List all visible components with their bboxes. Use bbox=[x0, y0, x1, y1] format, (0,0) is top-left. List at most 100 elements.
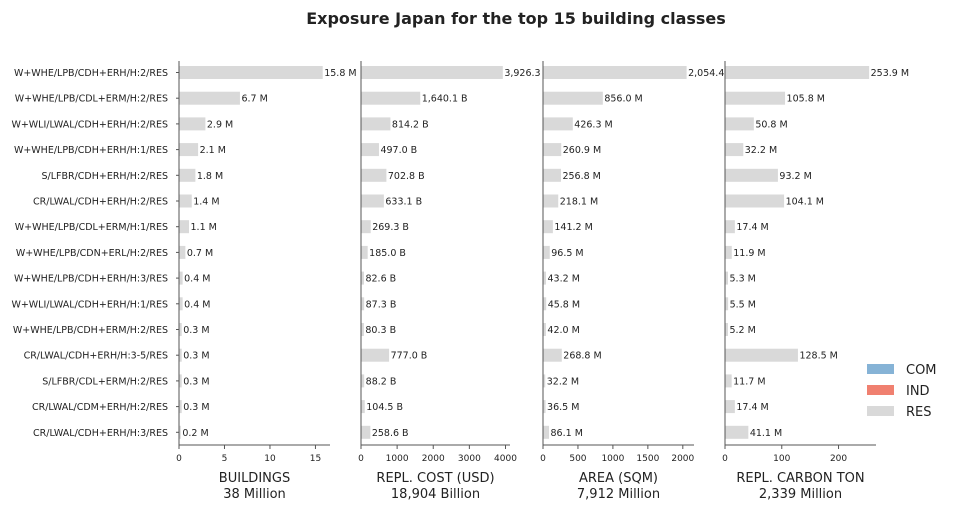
bar bbox=[179, 245, 186, 259]
data-label: 814.2 B bbox=[392, 119, 429, 130]
data-label: 87.3 B bbox=[366, 299, 397, 310]
legend-swatch bbox=[867, 406, 894, 416]
data-label: 80.3 B bbox=[365, 325, 396, 336]
data-label: 96.5 M bbox=[551, 248, 583, 259]
panel-2: 3,926.3 B 1,640.1 B 814.2 B 497.0 B 702.8 B 6… bbox=[358, 61, 550, 502]
bar bbox=[179, 323, 182, 336]
data-label: 32.2 M bbox=[547, 376, 579, 387]
data-label: 105.8 M bbox=[787, 94, 825, 105]
bar bbox=[725, 117, 754, 131]
bar bbox=[725, 348, 798, 362]
x-axis-label: REPL. COST (USD) bbox=[376, 471, 494, 486]
bar bbox=[179, 297, 183, 311]
data-label: 0.2 M bbox=[182, 428, 208, 439]
data-label: 633.1 B bbox=[385, 197, 422, 208]
data-label: 11.7 M bbox=[733, 376, 765, 387]
category-label: S/LFBR/CDH+ERH/H:2/RES bbox=[41, 171, 168, 182]
data-label: 1.4 M bbox=[193, 197, 219, 208]
bar bbox=[361, 168, 387, 182]
bar bbox=[725, 143, 744, 157]
bar bbox=[543, 425, 550, 439]
category-label: W+WHE/LPB/CDL+ERM/H:1/RES bbox=[15, 222, 168, 233]
bar bbox=[179, 374, 182, 388]
chart-title: Exposure Japan for the top 15 building c… bbox=[306, 9, 726, 28]
x-tick-label: 1000 bbox=[601, 454, 624, 464]
bar bbox=[179, 168, 196, 182]
bar bbox=[725, 245, 732, 259]
data-label: 11.9 M bbox=[733, 248, 765, 259]
data-label: 0.3 M bbox=[183, 325, 209, 336]
data-label: 42.0 M bbox=[547, 325, 579, 336]
data-label: 36.5 M bbox=[547, 402, 579, 413]
bar bbox=[179, 425, 181, 439]
data-label: 141.2 M bbox=[554, 222, 592, 233]
legend: COM IND RES bbox=[867, 363, 937, 420]
data-label: 50.8 M bbox=[755, 119, 787, 130]
data-label: 2,054.4 M bbox=[688, 68, 735, 79]
bar bbox=[361, 220, 371, 234]
bar bbox=[179, 194, 192, 208]
x-tick-label: 500 bbox=[569, 454, 586, 464]
data-label: 93.2 M bbox=[779, 171, 811, 182]
data-label: 269.3 B bbox=[372, 222, 409, 233]
bar bbox=[725, 425, 749, 439]
data-label: 1,640.1 B bbox=[422, 94, 468, 105]
bar bbox=[543, 271, 547, 285]
bar bbox=[179, 91, 240, 105]
x-tick-label: 200 bbox=[830, 454, 847, 464]
category-label: W+WLI/LWAL/CDH+ERH/H:1/RES bbox=[11, 299, 168, 310]
bar bbox=[543, 400, 546, 414]
bar bbox=[179, 348, 182, 362]
x-tick-label: 3000 bbox=[458, 454, 481, 464]
data-label: 218.1 M bbox=[560, 197, 598, 208]
bar bbox=[361, 245, 368, 259]
category-label: W+WLI/LWAL/CDH+ERH/H:2/RES bbox=[11, 119, 168, 130]
category-labels: W+WHE/LPB/CDH+ERH/H:2/RES W+WHE/LPB/CDL+E… bbox=[11, 68, 179, 439]
bar bbox=[543, 194, 559, 208]
x-tick-label: 10 bbox=[264, 454, 276, 464]
data-label: 497.0 B bbox=[380, 145, 417, 156]
legend-swatch bbox=[867, 364, 894, 374]
data-label: 2.9 M bbox=[207, 119, 233, 130]
x-axis-label: AREA (SQM) bbox=[579, 471, 658, 486]
data-label: 0.3 M bbox=[183, 376, 209, 387]
x-tick-label: 0 bbox=[540, 454, 546, 464]
bar bbox=[361, 91, 421, 105]
panel-total: 2,339 Million bbox=[759, 487, 842, 502]
data-label: 32.2 M bbox=[745, 145, 777, 156]
bar bbox=[179, 117, 206, 131]
bar bbox=[361, 194, 384, 208]
bar bbox=[179, 143, 199, 157]
bar bbox=[179, 220, 190, 234]
data-label: 2.1 M bbox=[200, 145, 226, 156]
legend-label: IND bbox=[906, 384, 930, 399]
bar bbox=[543, 297, 547, 311]
chart-panels: 15.8 M 6.7 M 2.9 M 2.1 M 1.8 M 1.4 M 1.1 M 0.7 … bbox=[176, 61, 909, 502]
data-label: 0.3 M bbox=[183, 402, 209, 413]
data-label: 253.9 M bbox=[871, 68, 909, 79]
x-tick-label: 2000 bbox=[671, 454, 694, 464]
bar bbox=[543, 117, 573, 131]
data-label: 856.0 M bbox=[604, 94, 642, 105]
data-label: 104.5 B bbox=[366, 402, 403, 413]
data-label: 6.7 M bbox=[241, 94, 267, 105]
category-label: W+WHE/LPB/CDH+ERH/H:3/RES bbox=[14, 274, 168, 285]
data-label: 3,926.3 B bbox=[504, 68, 550, 79]
data-label: 0.3 M bbox=[183, 351, 209, 362]
data-label: 0.7 M bbox=[187, 248, 213, 259]
category-label: CR/LWAL/CDM+ERH/H:2/RES bbox=[32, 402, 168, 413]
bar bbox=[179, 400, 182, 414]
data-label: 185.0 B bbox=[369, 248, 406, 259]
x-tick-label: 4000 bbox=[494, 454, 517, 464]
data-label: 128.5 M bbox=[799, 351, 837, 362]
bar bbox=[725, 323, 728, 336]
x-tick-label: 0 bbox=[722, 454, 728, 464]
x-tick-label: 15 bbox=[310, 454, 321, 464]
category-label: W+WHE/LPB/CDH+ERH/H:1/RES bbox=[14, 145, 168, 156]
bar bbox=[725, 400, 735, 414]
panel-total: 18,904 Billion bbox=[391, 487, 480, 502]
bar bbox=[361, 323, 364, 336]
x-tick-label: 1000 bbox=[386, 454, 409, 464]
bar bbox=[361, 374, 365, 388]
